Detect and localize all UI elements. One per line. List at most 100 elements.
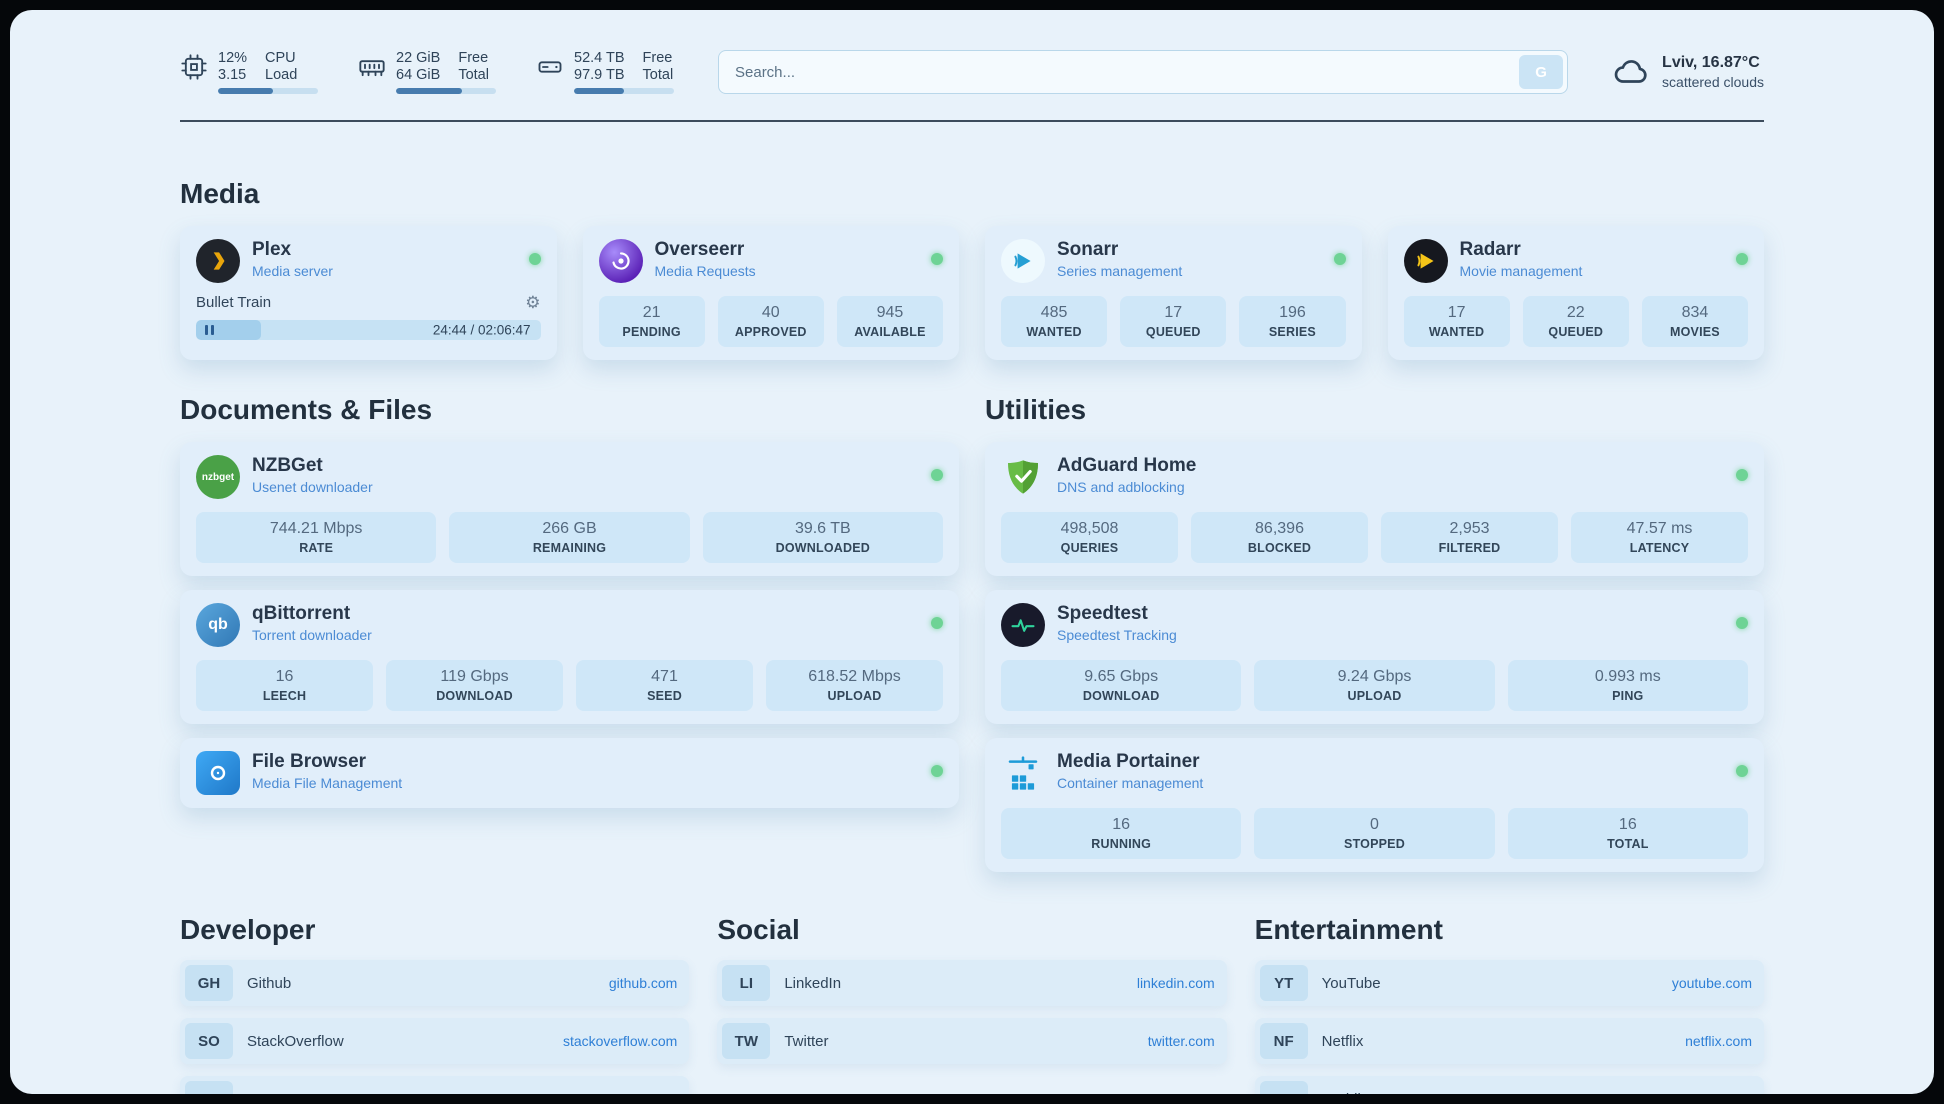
cpu-usage: 12% (218, 50, 248, 66)
qbittorrent-icon: qb (196, 603, 240, 647)
stat-chip-stopped: 0 STOPPED (1254, 808, 1495, 859)
bookmark-youtube[interactable]: YT YouTube youtube.com (1254, 960, 1764, 1006)
memory-free: 22 GiB (396, 50, 441, 66)
service-name[interactable]: qBittorrent (252, 603, 351, 624)
stat-chip-upload: 9.24 Gbps UPLOAD (1254, 660, 1495, 711)
service-subtitle: Media Requests (654, 263, 756, 279)
cpu-icon (181, 53, 207, 80)
utilities-column: Utilities (985, 394, 1764, 872)
service-name[interactable]: Speedtest (1057, 603, 1148, 624)
service-card-overseerr: Overseerr Media Requests 21 PENDING 40 A… (582, 226, 959, 360)
service-link-plex[interactable]: Plex Media server (196, 239, 541, 283)
overseerr-icon (598, 239, 643, 283)
bookmark-twitter[interactable]: TW Twitter twitter.com (717, 1018, 1227, 1064)
pause-button[interactable] (205, 325, 214, 335)
stat-chip-series: 196 SERIES (1239, 296, 1346, 347)
cpu-loadavg: 3.15 (218, 67, 247, 83)
search-provider-button[interactable]: G (1519, 55, 1564, 89)
hard-drive-icon (538, 60, 562, 73)
service-link-radarr[interactable]: Radarr Movie management (1403, 239, 1748, 283)
documents-column: Documents & Files nzbget NZBGet Usenet d… (180, 394, 959, 808)
stat-chip-download: 9.65 Gbps DOWNLOAD (1001, 660, 1242, 711)
now-playing-row: Bullet Train ⚙ (196, 294, 541, 311)
media-grid: Plex Media server Bullet Train ⚙ 24:44 /… (180, 226, 1764, 360)
bookmark-stackoverflow[interactable]: SO StackOverflow stackoverflow.com (180, 1018, 690, 1064)
bookmark-abbr: LI (722, 965, 771, 1001)
service-subtitle: DNS and adblocking (1057, 479, 1185, 495)
stat-chip-wanted: 17 WANTED (1403, 296, 1510, 347)
bookmark-url[interactable]: github.com (608, 975, 678, 991)
bookmark-dev[interactable]: DT DEV dev.to (180, 1076, 690, 1095)
service-link-adguard[interactable]: AdGuard Home DNS and adblocking (1001, 455, 1748, 499)
search-bar[interactable]: G (718, 50, 1569, 94)
plex-icon (196, 239, 240, 283)
bookmark-github[interactable]: GH Github github.com (180, 960, 690, 1006)
section-title-documents: Documents & Files (180, 394, 433, 425)
stat-chip-total: 16 TOTAL (1507, 808, 1748, 859)
bookmark-url[interactable]: linkedin.com (1136, 975, 1215, 991)
header-divider (180, 120, 1764, 122)
service-card-filebrowser: File Browser Media File Management (180, 738, 959, 808)
service-link-filebrowser[interactable]: File Browser Media File Management (196, 751, 943, 795)
status-dot (528, 253, 541, 265)
status-dot (931, 765, 943, 777)
bookmark-abbr: DT (185, 1081, 233, 1094)
status-dot (1736, 253, 1748, 265)
bookmark-url[interactable]: netflix.com (1685, 1033, 1752, 1049)
service-link-nzbget[interactable]: nzbget NZBGet Usenet downloader (196, 455, 943, 499)
storage-free-label: Free (642, 50, 673, 66)
service-name[interactable]: Media Portainer (1057, 751, 1200, 772)
bookmark-name[interactable]: Twitter (784, 1032, 829, 1050)
bookmark-name[interactable]: LinkedIn (784, 974, 842, 992)
playback-progressbar[interactable]: 24:44 / 02:06:47 (196, 320, 541, 340)
service-card-adguard: AdGuard Home DNS and adblocking 498,508 … (985, 442, 1764, 576)
search-input[interactable] (735, 63, 1520, 81)
bookmark-netflix[interactable]: NF Netflix netflix.com (1254, 1018, 1764, 1064)
bookmark-name[interactable]: Netflix (1321, 1032, 1364, 1050)
service-name[interactable]: Plex (252, 239, 292, 260)
bookmark-name[interactable]: StackOverflow (247, 1032, 344, 1050)
service-name[interactable]: Overseerr (654, 239, 745, 260)
service-link-sonarr[interactable]: Sonarr Series management (1001, 239, 1346, 283)
bookmark-name[interactable]: DEV (247, 1091, 278, 1095)
settings-gear-icon[interactable]: ⚙ (525, 293, 541, 312)
bookmark-url[interactable]: stackoverflow.com (562, 1033, 678, 1049)
service-subtitle: Media server (252, 263, 333, 279)
bookmark-url[interactable]: dev.to (640, 1091, 677, 1094)
bookmark-name[interactable]: Github (247, 974, 292, 992)
bookmark-reddit[interactable]: RE Reddit reddit.com (1254, 1076, 1764, 1095)
service-name[interactable]: AdGuard Home (1057, 455, 1197, 476)
service-name[interactable]: Radarr (1459, 239, 1521, 260)
bookmark-url[interactable]: youtube.com (1671, 975, 1752, 991)
service-subtitle: Movie management (1459, 263, 1583, 279)
bookmark-name[interactable]: YouTube (1321, 974, 1381, 992)
service-link-portainer[interactable]: Media Portainer Container management (1001, 751, 1748, 795)
stat-chip-queued: 22 QUEUED (1522, 296, 1629, 347)
bookmark-abbr: RE (1259, 1081, 1308, 1094)
service-link-qbittorrent[interactable]: qb qBittorrent Torrent downloader (196, 603, 943, 647)
storage-progressbar (574, 88, 674, 94)
nzbget-icon: nzbget (196, 455, 240, 499)
cloud-icon (1614, 60, 1647, 83)
service-link-speedtest[interactable]: Speedtest Speedtest Tracking (1001, 603, 1748, 647)
bookmark-group-developer: Developer GH Github github.com SO StackO… (180, 914, 690, 1095)
stat-chip-download: 119 Gbps DOWNLOAD (386, 660, 563, 711)
bookmark-abbr: TW (722, 1023, 771, 1059)
section-title-utilities: Utilities (985, 394, 1087, 425)
cpu-progressbar (218, 88, 318, 94)
cpu-label: CPU (265, 50, 296, 66)
service-link-overseerr[interactable]: Overseerr Media Requests (598, 239, 943, 283)
service-name[interactable]: Sonarr (1057, 239, 1119, 260)
stat-chip-filtered: 2,953 FILTERED (1381, 512, 1558, 563)
bookmark-abbr: NF (1259, 1023, 1308, 1059)
memory-free-label: Free (458, 50, 489, 66)
service-name[interactable]: File Browser (252, 751, 367, 772)
bookmark-url[interactable]: twitter.com (1147, 1033, 1215, 1049)
bookmark-url[interactable]: reddit.com (1687, 1091, 1752, 1094)
bookmark-name[interactable]: Reddit (1322, 1091, 1365, 1095)
service-subtitle: Series management (1057, 263, 1183, 279)
service-name[interactable]: NZBGet (252, 455, 323, 476)
bookmark-linkedin[interactable]: LI LinkedIn linkedin.com (717, 960, 1227, 1006)
stat-chip-wanted: 485 WANTED (1001, 296, 1108, 347)
